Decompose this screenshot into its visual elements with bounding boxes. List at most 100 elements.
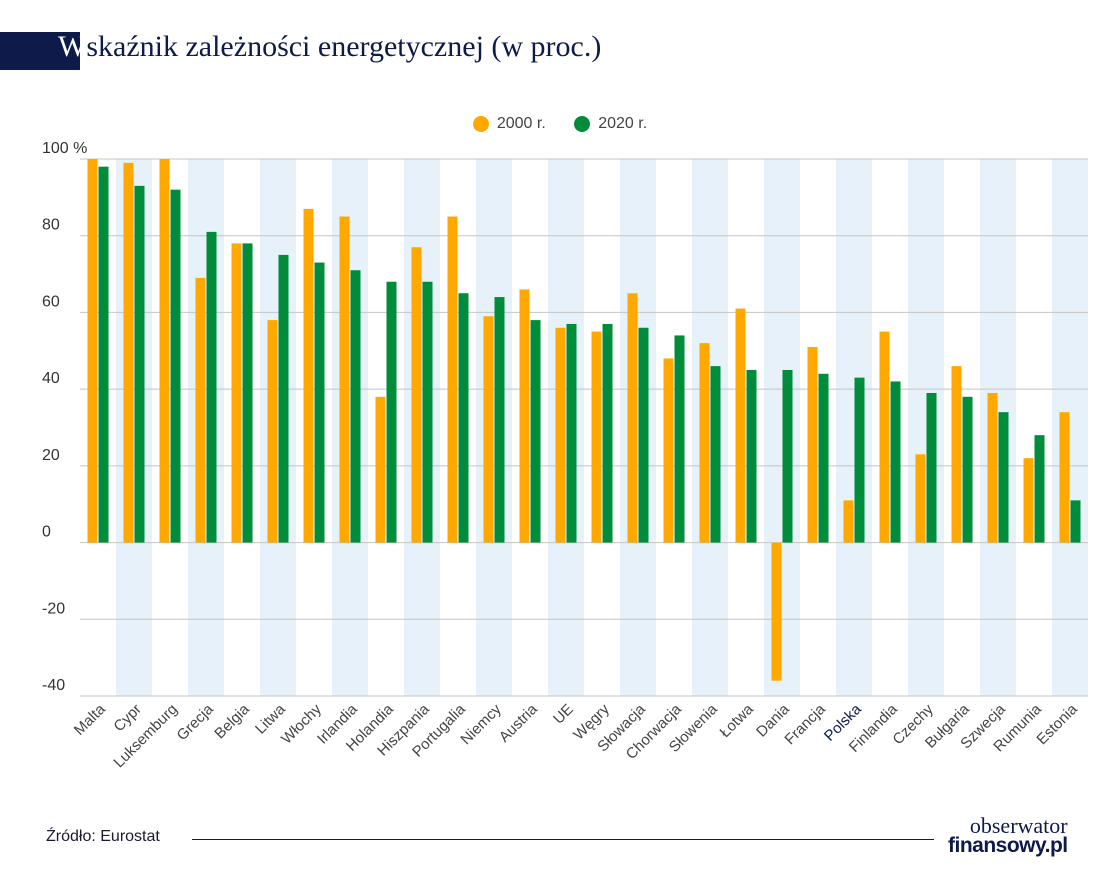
bar-2000 bbox=[303, 208, 314, 543]
x-tick-label: Malta bbox=[71, 700, 109, 738]
column-band bbox=[188, 159, 224, 696]
y-tick-label: 20 bbox=[42, 447, 60, 464]
bar-2020 bbox=[710, 366, 721, 543]
bar-2020 bbox=[1070, 500, 1081, 543]
bar-2000 bbox=[843, 500, 854, 543]
bar-2020 bbox=[998, 412, 1009, 543]
bar-2020 bbox=[134, 185, 145, 543]
title-first-letter: W bbox=[58, 30, 87, 63]
x-tick-label: Grecja bbox=[174, 700, 218, 744]
bar-2000 bbox=[159, 159, 170, 543]
column-band bbox=[476, 159, 512, 696]
column-band bbox=[908, 159, 944, 696]
logo: obserwator finansowy.pl bbox=[948, 813, 1068, 857]
bar-2020 bbox=[602, 323, 613, 543]
x-tick-label: Francja bbox=[781, 700, 829, 748]
bar-2020 bbox=[782, 369, 793, 543]
legend-label-2020: 2020 r. bbox=[598, 115, 648, 132]
legend-item-2000: 2000 r. bbox=[472, 115, 546, 133]
bar-2020 bbox=[926, 392, 937, 543]
bar-2000 bbox=[231, 243, 242, 543]
x-tick-label: Belgia bbox=[211, 700, 253, 742]
bar-2020 bbox=[422, 281, 433, 543]
bar-2020 bbox=[278, 254, 289, 543]
bar-2000 bbox=[771, 542, 782, 681]
bar-2020 bbox=[1034, 435, 1045, 543]
bar-2000 bbox=[123, 162, 134, 543]
bar-2020 bbox=[854, 377, 865, 543]
y-tick-label: -20 bbox=[42, 600, 65, 617]
y-tick-label: 60 bbox=[42, 293, 60, 310]
bar-2000 bbox=[879, 331, 890, 543]
bar-2000 bbox=[339, 216, 350, 543]
title-accent-bar bbox=[0, 32, 80, 70]
title-rest: skaźnik zależności energetycznej (w proc… bbox=[86, 30, 602, 63]
legend-label-2000: 2000 r. bbox=[496, 115, 546, 132]
bar-2020 bbox=[746, 369, 757, 543]
bar-2000 bbox=[663, 358, 674, 543]
column-band bbox=[980, 159, 1016, 696]
bar-2000 bbox=[915, 454, 926, 543]
chart-title: Wskaźnik zależności energetycznej (w pro… bbox=[58, 30, 601, 64]
bar-2000 bbox=[1023, 458, 1034, 543]
x-tick-label: Niemcy bbox=[457, 700, 505, 748]
bar-2000 bbox=[87, 159, 98, 543]
column-band bbox=[620, 159, 656, 696]
bar-2000 bbox=[267, 320, 278, 543]
bar-2000 bbox=[951, 366, 962, 543]
bar-2020 bbox=[242, 243, 253, 543]
column-band bbox=[404, 159, 440, 696]
column-band bbox=[548, 159, 584, 696]
bar-2000 bbox=[591, 331, 602, 543]
bar-2020 bbox=[314, 262, 325, 543]
bar-2020 bbox=[566, 323, 577, 543]
bar-2000 bbox=[375, 396, 386, 543]
column-band bbox=[692, 159, 728, 696]
x-tick-label: Austria bbox=[496, 700, 541, 745]
y-tick-label: 80 bbox=[42, 217, 60, 234]
bar-2020 bbox=[386, 281, 397, 543]
legend-item-2020: 2020 r. bbox=[574, 115, 647, 133]
logo-line2: finansowy.pl bbox=[948, 834, 1068, 857]
bar-2000 bbox=[519, 289, 530, 543]
x-tick-label: Estonia bbox=[1033, 700, 1081, 748]
y-tick-label: 100 % bbox=[42, 140, 87, 157]
bar-2020 bbox=[458, 293, 469, 543]
bar-2020 bbox=[350, 270, 361, 543]
column-band bbox=[116, 159, 152, 696]
bar-2000 bbox=[1059, 412, 1070, 543]
bar-2020 bbox=[170, 189, 181, 543]
bar-2020 bbox=[494, 297, 505, 543]
bar-2020 bbox=[206, 231, 217, 543]
source-divider bbox=[192, 839, 934, 840]
bar-2000 bbox=[195, 277, 206, 543]
bar-2020 bbox=[674, 335, 685, 543]
logo-line1: obserwator bbox=[969, 813, 1068, 838]
bar-2000 bbox=[987, 392, 998, 543]
y-tick-label: -40 bbox=[42, 677, 65, 694]
bar-2000 bbox=[627, 293, 638, 543]
bar-2020 bbox=[818, 373, 829, 543]
bar-2000 bbox=[447, 216, 458, 543]
y-tick-label: 40 bbox=[42, 370, 60, 387]
bar-2000 bbox=[483, 316, 494, 543]
legend-dot-2000 bbox=[472, 116, 489, 132]
bar-2000 bbox=[699, 343, 710, 543]
x-tick-label: UE bbox=[550, 701, 577, 728]
legend: 2000 r. 2020 r. bbox=[0, 115, 1120, 137]
column-band bbox=[764, 159, 800, 696]
bar-2000 bbox=[411, 247, 422, 543]
legend-dot-2020 bbox=[574, 116, 591, 132]
bar-2020 bbox=[890, 381, 901, 543]
y-tick-label: 0 bbox=[42, 524, 51, 541]
x-tick-label: Łotwa bbox=[717, 700, 758, 741]
column-band bbox=[260, 159, 296, 696]
bar-2020 bbox=[530, 320, 541, 543]
bar-2020 bbox=[98, 166, 109, 543]
bar-2000 bbox=[735, 308, 746, 543]
source-note: Źródło: Eurostat bbox=[46, 828, 160, 845]
bar-2000 bbox=[555, 327, 566, 543]
column-band bbox=[332, 159, 368, 696]
column-band bbox=[1052, 159, 1088, 696]
